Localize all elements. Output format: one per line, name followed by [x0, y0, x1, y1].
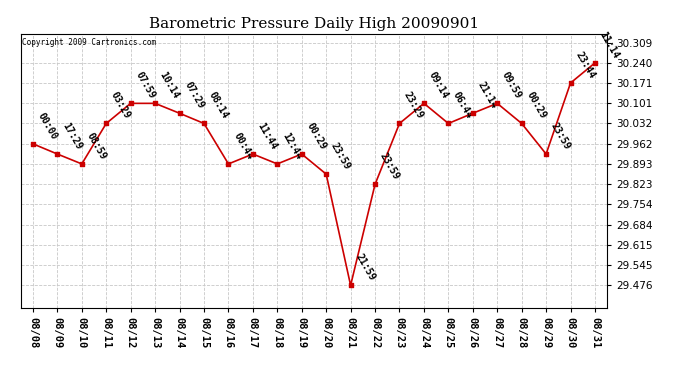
- Text: 00:00: 00:00: [36, 111, 59, 141]
- Point: [565, 80, 576, 86]
- Point: [77, 161, 88, 167]
- Text: 08:14: 08:14: [207, 90, 230, 121]
- Point: [199, 120, 210, 126]
- Point: [272, 161, 283, 167]
- Point: [345, 282, 356, 288]
- Text: 07:29: 07:29: [182, 80, 206, 111]
- Text: 08:59: 08:59: [85, 131, 108, 161]
- Text: 00:29: 00:29: [524, 90, 548, 121]
- Point: [125, 100, 136, 106]
- Point: [370, 182, 381, 188]
- Text: 21:14: 21:14: [475, 80, 499, 111]
- Text: 21:59: 21:59: [353, 252, 377, 283]
- Text: 23:29: 23:29: [402, 90, 426, 121]
- Title: Barometric Pressure Daily High 20090901: Barometric Pressure Daily High 20090901: [149, 17, 479, 31]
- Point: [28, 141, 39, 147]
- Point: [223, 161, 234, 167]
- Point: [443, 120, 454, 126]
- Text: 23:44: 23:44: [573, 50, 597, 80]
- Text: 12:44: 12:44: [280, 131, 304, 161]
- Text: 11:44: 11:44: [255, 121, 279, 151]
- Point: [296, 151, 307, 157]
- Text: 00:29: 00:29: [304, 121, 328, 151]
- Text: 23:59: 23:59: [329, 141, 353, 171]
- Text: 17:29: 17:29: [60, 121, 83, 151]
- Text: 23:59: 23:59: [549, 121, 572, 151]
- Text: 10:14: 10:14: [158, 70, 181, 100]
- Point: [52, 151, 63, 157]
- Text: 09:59: 09:59: [500, 70, 523, 100]
- Point: [321, 171, 332, 177]
- Point: [589, 60, 600, 66]
- Text: 00:44: 00:44: [231, 131, 255, 161]
- Point: [467, 110, 478, 116]
- Point: [394, 120, 405, 126]
- Text: 07:59: 07:59: [133, 70, 157, 100]
- Text: 11:14: 11:14: [598, 30, 621, 60]
- Text: 03:29: 03:29: [109, 90, 132, 121]
- Point: [418, 100, 429, 106]
- Text: 09:14: 09:14: [426, 70, 450, 100]
- Point: [516, 120, 527, 126]
- Point: [101, 120, 112, 126]
- Text: Copyright 2009 Cartronics.com: Copyright 2009 Cartronics.com: [22, 38, 156, 47]
- Point: [247, 151, 258, 157]
- Text: 23:59: 23:59: [378, 151, 401, 182]
- Point: [150, 100, 161, 106]
- Point: [492, 100, 503, 106]
- Point: [540, 151, 551, 157]
- Text: 06:44: 06:44: [451, 90, 475, 121]
- Point: [174, 110, 185, 116]
